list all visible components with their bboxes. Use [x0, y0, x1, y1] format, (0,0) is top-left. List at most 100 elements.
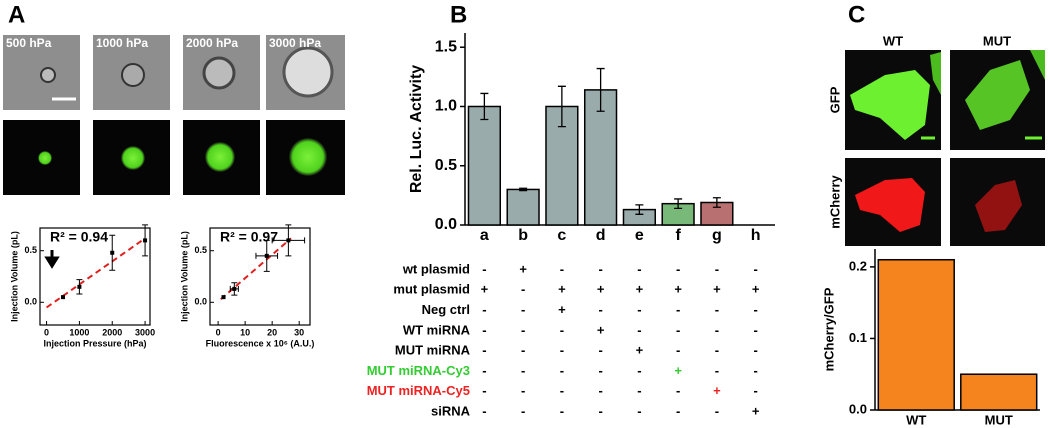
error-bar — [635, 204, 644, 215]
y-axis-title: mCherry/GFP — [821, 287, 836, 371]
y-tick-label: 0.5 — [24, 245, 37, 255]
error-bar — [557, 85, 566, 128]
cell: - — [521, 363, 525, 378]
cell: - — [482, 322, 486, 337]
cell: + — [713, 383, 721, 398]
plot-frame — [209, 227, 311, 326]
bar — [583, 89, 618, 226]
cell: - — [521, 343, 525, 358]
cell: - — [521, 302, 525, 317]
cell: - — [521, 404, 525, 419]
cell: - — [521, 282, 525, 297]
row-label: MUT miRNA-Cy3 — [367, 363, 470, 378]
cell: - — [676, 302, 680, 317]
cell: - — [753, 383, 757, 398]
y-tick-label: 0.0 — [435, 216, 457, 233]
arrow — [44, 250, 60, 269]
fluorescence-images — [3, 120, 345, 195]
cell: + — [713, 282, 721, 297]
annotation: R² = 0.94 — [50, 229, 108, 245]
cell: + — [558, 302, 566, 317]
point — [232, 286, 237, 291]
x-axis-title: Fluorescence x 10⁶ (A.U.) — [206, 338, 315, 348]
y-axis-title: Injection Volume (pL) — [179, 231, 189, 322]
x-tick-label: 3000 — [135, 327, 155, 337]
cell: - — [637, 261, 641, 276]
cell: - — [598, 404, 602, 419]
cell: - — [521, 322, 525, 337]
cell: - — [482, 302, 486, 317]
x-tick-label: 20 — [267, 327, 277, 337]
cell: - — [637, 302, 641, 317]
row-label: mut plasmid — [393, 282, 470, 297]
cell: - — [598, 261, 602, 276]
bar — [877, 258, 955, 411]
cell: + — [519, 261, 527, 276]
cell: + — [636, 282, 644, 297]
y-tick-label: 0.5 — [194, 245, 207, 255]
cell: + — [752, 282, 760, 297]
cell: - — [637, 363, 641, 378]
cell: - — [521, 383, 525, 398]
error-bar — [596, 67, 605, 112]
image-label: 2000 hPa — [186, 36, 238, 50]
error-bar — [674, 198, 683, 210]
panel-label: A — [8, 1, 25, 28]
cell: - — [637, 383, 641, 398]
y-tick-label: 0.0 — [194, 297, 207, 307]
error-bar — [712, 197, 721, 208]
x-tick-label: a — [480, 227, 489, 244]
x-axis-title: Injection Pressure (hPa) — [43, 338, 146, 348]
annotation: R² = 0.97 — [220, 229, 278, 245]
cell: - — [753, 363, 757, 378]
y-tick-label: 0.0 — [24, 297, 37, 307]
bar — [960, 373, 1038, 411]
cell: + — [674, 363, 682, 378]
cell: - — [482, 363, 486, 378]
y-axis-title: Injection Volume (pL) — [9, 231, 19, 322]
cell: - — [715, 343, 719, 358]
cell: + — [597, 282, 605, 297]
point — [60, 295, 65, 300]
image-label: 3000 hPa — [269, 36, 321, 50]
cell: - — [560, 363, 564, 378]
cell: - — [753, 343, 757, 358]
column-label: WT — [883, 33, 903, 48]
cell: + — [558, 282, 566, 297]
cell: - — [676, 343, 680, 358]
error-bar — [480, 92, 489, 121]
panel-label: C — [848, 1, 865, 28]
y-tick-label: 0.0 — [849, 401, 867, 416]
row-label: MUT miRNA — [395, 343, 471, 358]
cell: - — [676, 404, 680, 419]
x-tick-label: f — [675, 227, 681, 244]
image-label: 1000 hPa — [96, 36, 148, 50]
point — [264, 253, 269, 258]
panel-label: B — [450, 1, 467, 28]
cell: - — [676, 261, 680, 276]
bar — [506, 188, 540, 226]
row-label: WT miRNA — [403, 322, 471, 337]
cell: - — [598, 383, 602, 398]
cell: + — [636, 343, 644, 358]
x-tick-label: h — [751, 227, 761, 244]
y-tick-label: 0.1 — [849, 330, 867, 345]
cell: - — [482, 343, 486, 358]
column-label: MUT — [983, 33, 1011, 48]
x-tick-label: c — [557, 227, 566, 244]
cell: - — [560, 343, 564, 358]
cell: + — [674, 282, 682, 297]
cell: + — [481, 282, 489, 297]
x-tick-label: 30 — [294, 327, 304, 337]
cell: - — [715, 404, 719, 419]
y-tick-label: 0.2 — [849, 258, 867, 273]
x-tick-label: MUT — [985, 412, 1013, 427]
row-label: wt plasmid — [402, 261, 470, 276]
y-axis-title: Rel. Luc. Activity — [408, 65, 425, 193]
cell: - — [482, 261, 486, 276]
cell: - — [637, 322, 641, 337]
cell: - — [753, 322, 757, 337]
cell: - — [637, 404, 641, 419]
x-tick-label: d — [596, 227, 606, 244]
